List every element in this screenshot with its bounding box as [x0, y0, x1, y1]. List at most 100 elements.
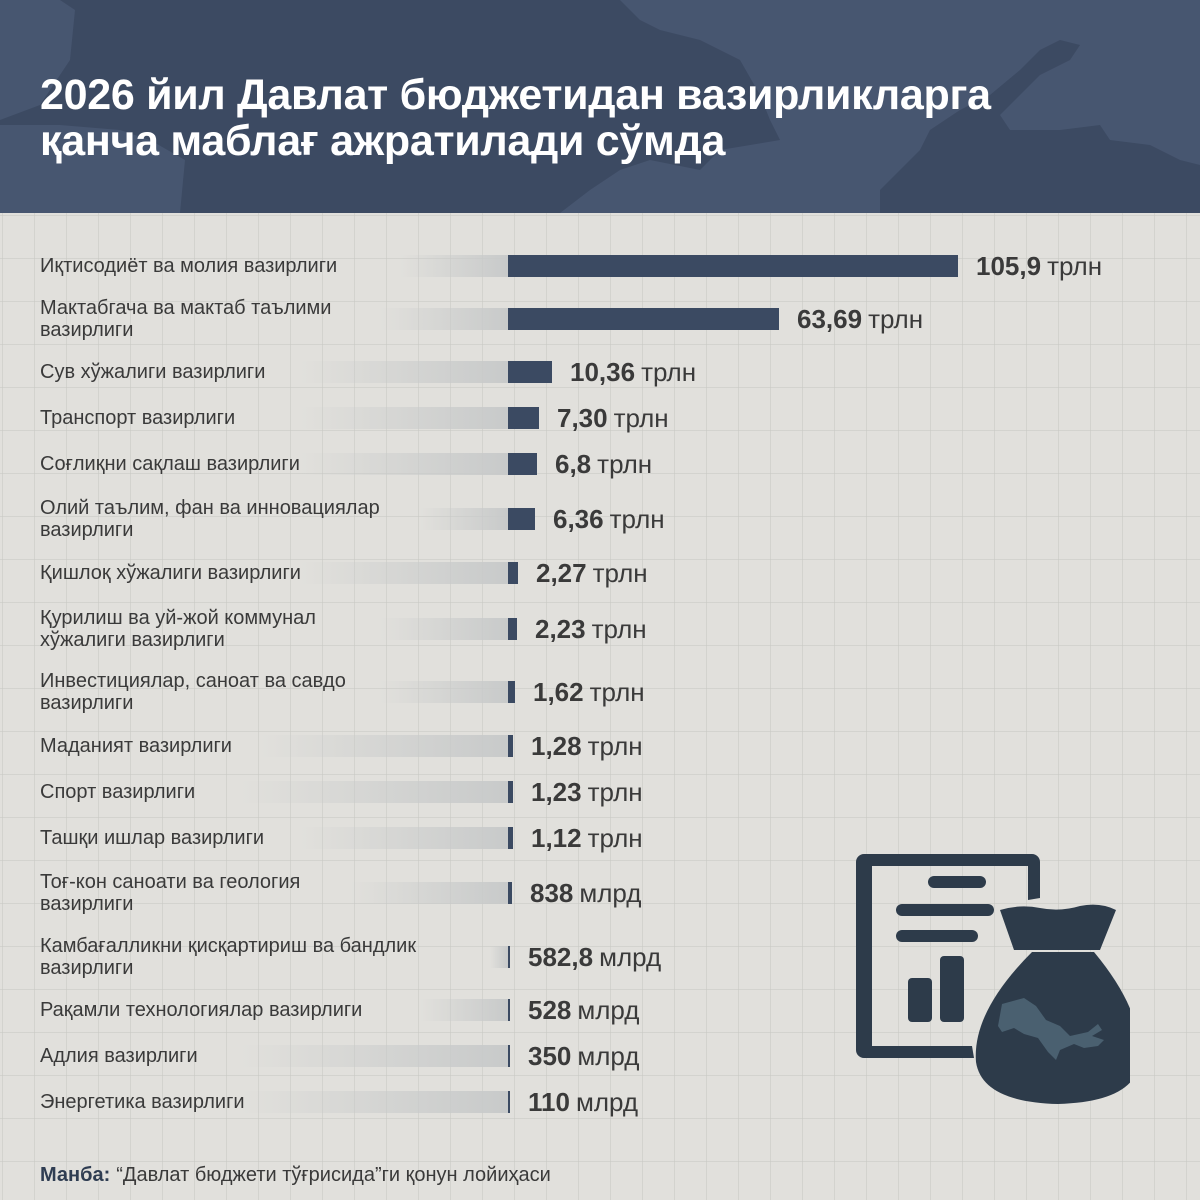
label-line-1: Энергетика вазирлиги: [40, 1091, 245, 1113]
bar-track-fade: [300, 407, 508, 429]
value-number: 1,12: [531, 823, 582, 853]
source-text: “Давлат бюджети тўғрисида”ги қонун лойиҳ…: [116, 1164, 551, 1186]
label-line-1: Ташқи ишлар вазирлиги: [40, 827, 265, 849]
ministry-label: Маданият вазирлиги: [40, 735, 500, 757]
source-note: Манба: “Давлат бюджети тўғрисида”ги қонун…: [40, 1164, 551, 1187]
value-label: 6,8 трлн: [555, 450, 652, 478]
value-label: 110 млрд: [528, 1088, 638, 1116]
label-line-2: хўжалиги вазирлиги: [40, 629, 225, 651]
value-bar: [508, 618, 517, 640]
label-line-2: вазирлиги: [40, 692, 134, 714]
bar-track-fade: [350, 882, 508, 904]
label-line-1: Транспорт вазирлиги: [40, 407, 236, 429]
value-bar: [508, 882, 512, 904]
bar-track-fade: [420, 508, 508, 530]
value-unit: трлн: [591, 614, 647, 644]
value-bar: [508, 1045, 510, 1067]
value-number: 2,27: [536, 558, 587, 588]
value-number: 110: [528, 1087, 570, 1117]
ministry-label: Олий таълим, фан ва инновациялар вазирлиг…: [40, 497, 500, 541]
label-line-1: Қурилиш ва уй-жой коммунал: [40, 607, 316, 629]
value-number: 105,9: [976, 251, 1042, 281]
ministry-label: Адлия вазирлиги: [40, 1045, 500, 1067]
value-bar: [508, 735, 513, 757]
title-line-2: қанча маблағ ажратилади сўмда: [40, 117, 726, 165]
value-label: 1,62 трлн: [533, 678, 645, 706]
page-title: 2026 йил Давлат бюджетидан вазирликларга…: [40, 72, 991, 164]
ministry-label: Камбағалликни қисқартириш ва бандлик вази…: [40, 935, 500, 979]
ministry-label: Ташқи ишлар вазирлиги: [40, 827, 500, 849]
ministry-label: Рақамли технологиялар вазирлиги: [40, 999, 500, 1021]
value-label: 582,8 млрд: [528, 943, 661, 971]
value-unit: млрд: [577, 1041, 640, 1071]
ministry-label: Қурилиш ва уй-жой коммунал хўжалиги вазир…: [40, 607, 500, 651]
value-label: 1,23 трлн: [531, 778, 643, 806]
header-banner: 2026 йил Давлат бюджетидан вазирликларга…: [0, 0, 1200, 213]
value-number: 6,8: [555, 449, 592, 479]
label-line-1: Спорт вазирлиги: [40, 781, 196, 803]
value-number: 6,36: [553, 504, 604, 534]
value-unit: трлн: [609, 504, 665, 534]
value-label: 528 млрд: [528, 996, 639, 1024]
value-bar: [508, 999, 510, 1021]
value-label: 350 млрд: [528, 1042, 639, 1070]
ministry-label: Тоғ-кон саноати ва геология вазирлиги: [40, 871, 500, 915]
value-unit: млрд: [575, 1087, 639, 1117]
value-bar: [508, 946, 510, 968]
value-bar: [508, 453, 537, 475]
value-bar: [508, 508, 535, 530]
value-unit: трлн: [597, 449, 653, 479]
title-line-1: 2026 йил Давлат бюджетидан вазирликларга: [40, 71, 991, 119]
value-bar: [508, 1091, 510, 1113]
bar-track-fade: [240, 781, 508, 803]
value-bar: [508, 681, 515, 703]
value-bar: [508, 308, 779, 330]
value-label: 7,30 трлн: [557, 404, 669, 432]
value-unit: трлн: [589, 677, 645, 707]
label-line-1: Тоғ-кон саноати ва геология: [40, 871, 301, 893]
ministry-label: Инвестициялар, саноат ва савдо вазирлиги: [40, 670, 500, 714]
bar-track-fade: [380, 308, 508, 330]
value-unit: трлн: [613, 403, 669, 433]
label-line-1: Соғлиқни сақлаш вазирлиги: [40, 453, 300, 475]
label-line-2: вазирлиги: [40, 519, 134, 541]
label-line-1: Сув хўжалиги вазирлиги: [40, 361, 266, 383]
value-unit: трлн: [587, 823, 643, 853]
ministry-label: Спорт вазирлиги: [40, 781, 500, 803]
value-unit: трлн: [1047, 251, 1103, 281]
bar-track-fade: [420, 999, 508, 1021]
value-label: 2,23 трлн: [535, 615, 647, 643]
value-number: 350: [528, 1041, 572, 1071]
bar-track-fade: [380, 618, 508, 640]
value-unit: млрд: [599, 942, 662, 972]
bar-track-fade: [300, 361, 508, 383]
bar-track-fade: [300, 453, 508, 475]
value-unit: трлн: [587, 731, 643, 761]
value-number: 838: [530, 878, 574, 908]
bar-track-fade: [260, 735, 508, 757]
value-number: 1,28: [531, 731, 582, 761]
value-label: 2,27 трлн: [536, 559, 648, 587]
label-line-1: Олий таълим, фан ва инновациялар: [40, 497, 380, 519]
label-line-2: вазирлиги: [40, 957, 134, 979]
value-label: 63,69 трлн: [797, 305, 923, 333]
value-number: 63,69: [797, 304, 863, 334]
ministry-label: Транспорт вазирлиги: [40, 407, 500, 429]
value-number: 7,30: [557, 403, 608, 433]
label-line-2: вазирлиги: [40, 893, 134, 915]
value-number: 582,8: [528, 942, 594, 972]
source-label: Манба:: [40, 1164, 111, 1186]
value-label: 1,28 трлн: [531, 732, 643, 760]
bar-track-fade: [300, 562, 508, 584]
ministry-label: Қишлоқ хўжалиги вазирлиги: [40, 562, 500, 584]
label-line-1: Қишлоқ хўжалиги вазирлиги: [40, 562, 301, 584]
budget-document-money-bag-icon: [856, 854, 1130, 1104]
ministry-label: Соғлиқни сақлаш вазирлиги: [40, 453, 500, 475]
background-map-shape: [0, 0, 1200, 213]
value-bar: [508, 361, 552, 383]
value-unit: млрд: [579, 878, 642, 908]
value-label: 1,12 трлн: [531, 824, 643, 852]
label-line-1: Камбағалликни қисқартириш ва бандлик: [40, 935, 417, 957]
label-line-1: Иқтисодиёт ва молия вазирлиги: [40, 255, 338, 277]
bar-track-fade: [490, 946, 508, 968]
